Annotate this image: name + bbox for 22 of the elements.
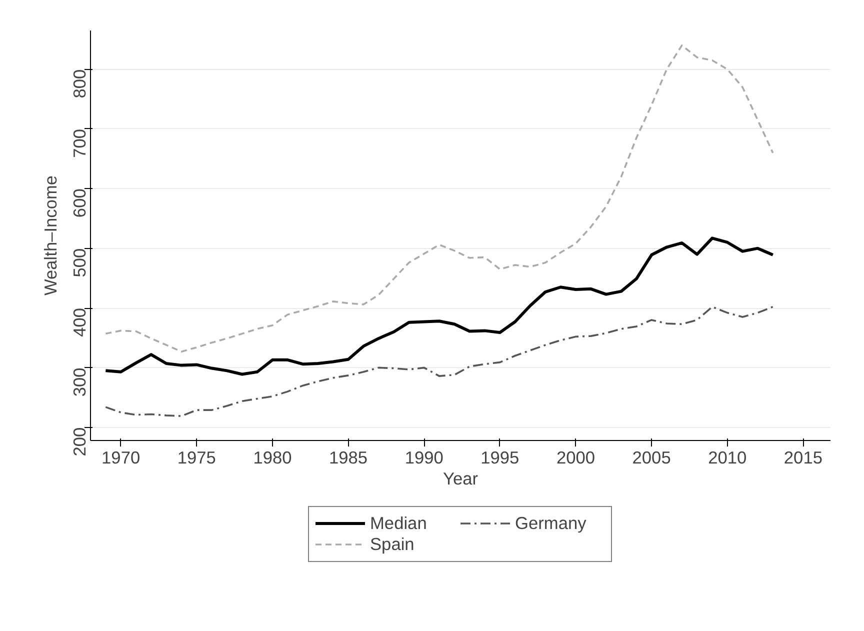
x-tick-label: 2015 xyxy=(784,448,822,468)
x-tick-label: 2010 xyxy=(708,448,747,468)
y-tick-label: 300 xyxy=(70,368,90,397)
y-tick-label: 700 xyxy=(70,128,90,158)
x-tick-label: 1980 xyxy=(253,448,292,468)
y-tick-label: 600 xyxy=(70,188,90,218)
y-tick-label: 400 xyxy=(70,308,90,337)
legend-label: Median xyxy=(370,512,428,534)
x-tick-label: 2000 xyxy=(556,448,596,468)
x-tick-label: 1970 xyxy=(102,448,140,468)
y-tick-label: 200 xyxy=(70,427,90,456)
x-tick-label: 2005 xyxy=(632,448,671,468)
legend-label: Spain xyxy=(370,534,416,554)
y-tick-label: 500 xyxy=(70,248,90,278)
y-axis-title: Wealth–Income xyxy=(40,175,60,296)
x-axis-title: Year xyxy=(442,468,478,488)
y-tick-label: 800 xyxy=(70,69,90,98)
x-tick-label: 1985 xyxy=(329,448,368,468)
x-tick-label: 1975 xyxy=(177,448,216,468)
x-tick-label: 1995 xyxy=(480,448,520,468)
x-tick-label: 1990 xyxy=(404,448,444,468)
legend-label: Germany xyxy=(515,512,588,534)
